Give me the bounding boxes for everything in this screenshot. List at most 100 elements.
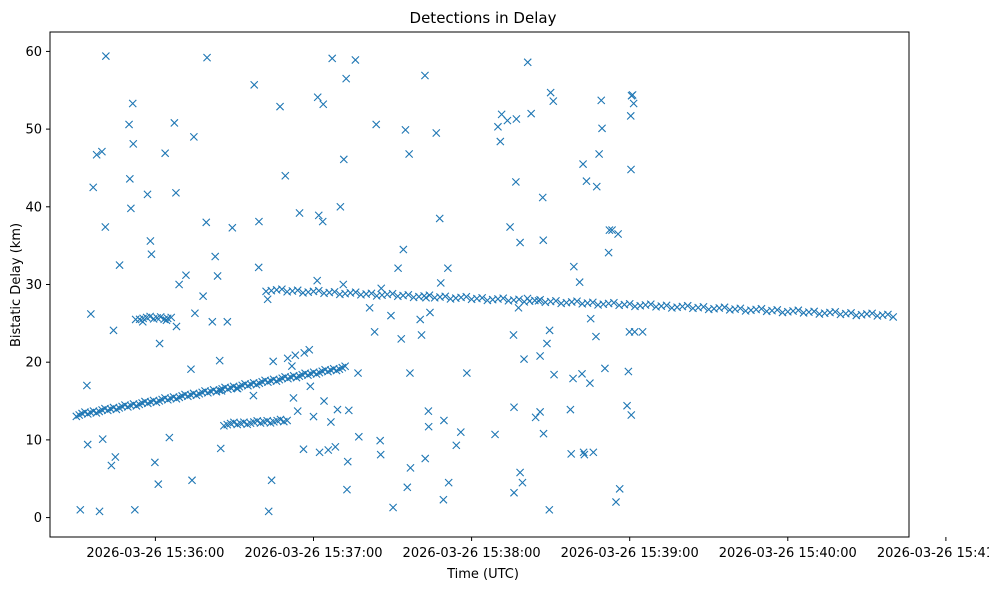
data-point [595, 149, 604, 158]
data-point-upper-track [889, 312, 898, 321]
data-point [343, 457, 352, 466]
data-point [509, 331, 518, 339]
data-point [592, 182, 601, 191]
data-point [97, 147, 106, 156]
data-point [399, 245, 408, 254]
data-point [424, 407, 433, 416]
data-point [331, 442, 340, 451]
data-point-upper-track [847, 308, 856, 317]
data-point [503, 116, 512, 125]
data-point [394, 264, 403, 273]
data-point [293, 407, 302, 416]
data-point [189, 132, 198, 141]
data-point [115, 261, 124, 270]
data-point [578, 369, 586, 378]
data-point [462, 369, 471, 378]
y-tick-label: 40 [25, 200, 42, 215]
data-point-upper-track [757, 304, 766, 313]
data-point [520, 355, 529, 364]
data-point-short-track-a [146, 312, 155, 321]
data-point [538, 193, 547, 202]
data-point [420, 71, 429, 80]
y-tick-label: 60 [25, 45, 42, 60]
data-point-upper-track [388, 289, 397, 298]
data-point [82, 381, 91, 390]
data-point [628, 90, 637, 99]
x-axis-label: Time (UTC) [446, 567, 519, 582]
data-point-upper-track [868, 309, 877, 318]
data-point [579, 448, 588, 457]
data-point [614, 230, 623, 238]
data-point [188, 476, 197, 485]
data-point [542, 339, 551, 348]
data-point [534, 296, 543, 305]
data-point [444, 478, 453, 487]
data-point [516, 468, 525, 477]
data-point [190, 309, 199, 318]
data-point [155, 339, 164, 348]
data-point [171, 188, 180, 197]
data-point [202, 218, 211, 227]
x-tick-label: 2026-03-26 15:36:00 [86, 546, 224, 561]
data-point [267, 476, 276, 485]
data-point [569, 374, 578, 383]
data-point [170, 118, 179, 127]
data-point [422, 293, 430, 302]
data-point-upper-track [478, 293, 487, 302]
data-point [377, 284, 386, 293]
data-point-upper-track [810, 307, 819, 316]
data-point [143, 190, 152, 199]
data-point-upper-track [831, 307, 840, 316]
data-point [328, 54, 337, 63]
data-point [125, 174, 134, 183]
data-point [172, 322, 181, 331]
data-point [276, 102, 285, 111]
data-point [154, 480, 163, 489]
data-point [597, 96, 606, 105]
tick-layer: 0 10 20 30 40 50 60 2026-03-26 15:36:00 2026-03-… [25, 45, 989, 561]
data-point [208, 317, 217, 326]
data-point [289, 393, 298, 402]
data-point [421, 454, 430, 463]
data-point [228, 223, 237, 232]
data-point [109, 326, 118, 335]
data-point [376, 450, 385, 459]
data-point [233, 384, 242, 393]
data-point [567, 449, 576, 458]
data-point [95, 507, 104, 516]
data-point [516, 238, 525, 247]
data-point [76, 505, 85, 514]
data-point [439, 495, 448, 504]
data-point [203, 53, 212, 62]
data-point [186, 365, 195, 374]
data-point [591, 332, 600, 341]
points-layer [72, 52, 898, 516]
data-point [539, 429, 548, 438]
data-point [511, 177, 520, 186]
data-point [623, 401, 632, 410]
data-point-upper-track [441, 292, 450, 301]
data-point [211, 252, 220, 261]
data-point [630, 327, 639, 336]
data-point [217, 386, 226, 395]
data-point [130, 505, 139, 514]
data-point [342, 485, 351, 494]
data-point [452, 441, 461, 450]
plot-frame [49, 31, 910, 538]
data-point [510, 488, 519, 497]
data-point [161, 149, 170, 158]
data-point [324, 445, 333, 454]
x-tick-label: 2026-03-26 15:37:00 [244, 546, 382, 561]
data-point [546, 88, 555, 97]
data-point [586, 314, 595, 323]
data-point [531, 413, 540, 422]
data-point-upper-track [425, 291, 434, 300]
data-point-upper-track [293, 286, 302, 295]
data-point [545, 326, 554, 335]
data-point [131, 315, 140, 324]
data-point [436, 278, 445, 287]
data-point [306, 382, 315, 391]
data-point [86, 310, 95, 319]
data-point [506, 223, 515, 231]
data-point [336, 202, 345, 211]
